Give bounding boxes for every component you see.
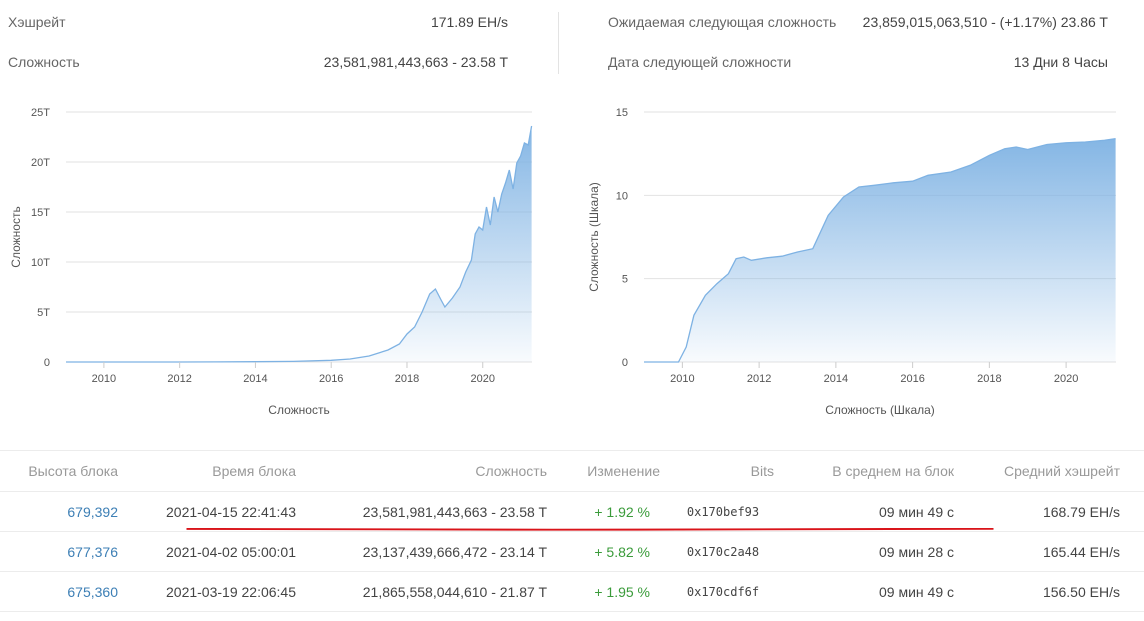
x-tick-label: 2018 bbox=[395, 373, 419, 385]
x-tick-label: 2010 bbox=[92, 373, 116, 385]
x-tick-label: 2020 bbox=[1054, 373, 1078, 385]
expected-difficulty-label: Ожидаемая следующая сложность bbox=[608, 14, 837, 30]
cell-block-time: 2021-04-15 22:41:43 bbox=[130, 491, 300, 532]
col-header-avg-block[interactable]: В среднем на блок bbox=[778, 450, 958, 492]
x-tick-label: 2014 bbox=[824, 373, 848, 385]
col-header-block-height[interactable]: Высота блока bbox=[0, 450, 130, 492]
y-tick-label: 5 bbox=[622, 274, 628, 286]
cell-difficulty: 23,581,981,443,663 - 23.58 T bbox=[300, 491, 555, 532]
x-tick-label: 2012 bbox=[747, 373, 771, 385]
y-tick-label: 20T bbox=[31, 157, 50, 169]
hashrate-value: 171.89 EH/s bbox=[430, 14, 508, 30]
x-tick-label: 2018 bbox=[977, 373, 1001, 385]
cell-block-time: 2021-03-19 22:06:45 bbox=[130, 571, 300, 612]
y-tick-label: 15 bbox=[616, 107, 628, 119]
y-tick-label: 5T bbox=[37, 307, 50, 319]
difficulty-scale-chart: 0 5 10 15 2010 2012 2014 2016 2018 2020 Сложность … bbox=[587, 107, 1116, 417]
y-tick-label: 10T bbox=[31, 257, 50, 269]
cell-avg-block-time: 09 мин 49 с bbox=[778, 571, 958, 612]
cell-bits: 0x170cdf6f bbox=[668, 571, 778, 612]
difficulty-table: Высота блока Время блока Сложность Измен… bbox=[0, 450, 1144, 612]
block-height-link[interactable]: 677,376 bbox=[0, 531, 130, 572]
x-axis-title: Сложность (Шкала) bbox=[825, 403, 935, 417]
col-header-bits[interactable]: Bits bbox=[668, 450, 778, 492]
difficulty-value: 23,581,981,443,663 - 23.58 T bbox=[323, 54, 508, 70]
series-line bbox=[66, 125, 533, 363]
table-header-row: Высота блока Время блока Сложность Измен… bbox=[0, 450, 1144, 492]
x-tick-label: 2020 bbox=[471, 373, 495, 385]
series-line bbox=[644, 138, 1116, 363]
cell-difficulty: 23,137,439,666,472 - 23.14 T bbox=[300, 531, 555, 572]
red-underline-annotation bbox=[186, 528, 994, 531]
series-area bbox=[644, 138, 1116, 362]
table-row: 675,360 2021-03-19 22:06:45 21,865,558,044… bbox=[0, 571, 1144, 612]
table-row: 677,376 2021-04-02 05:00:01 23,137,439,666… bbox=[0, 531, 1144, 572]
stats-divider bbox=[558, 12, 559, 74]
cell-block-time: 2021-04-02 05:00:01 bbox=[130, 531, 300, 572]
cell-avg-hashrate: 156.50 EH/s bbox=[958, 571, 1144, 612]
expected-difficulty-value: 23,859,015,063,510 - (+1.17%) 23.86 T bbox=[862, 14, 1108, 30]
cell-change: + 1.92 % bbox=[555, 491, 668, 532]
x-tick-label: 2010 bbox=[670, 373, 694, 385]
x-tick-label: 2014 bbox=[243, 373, 267, 385]
difficulty-label: Сложность bbox=[8, 54, 80, 70]
cell-avg-hashrate: 165.44 EH/s bbox=[958, 531, 1144, 572]
cell-change: + 1.95 % bbox=[555, 571, 668, 612]
col-header-avg-hashrate[interactable]: Средний хэшрейт bbox=[958, 450, 1144, 492]
next-difficulty-date-label: Дата следующей сложности bbox=[608, 54, 792, 70]
y-axis-title: Сложность (Шкала) bbox=[587, 182, 601, 292]
block-height-link[interactable]: 675,360 bbox=[0, 571, 130, 612]
cell-bits: 0x170bef93 bbox=[668, 491, 778, 532]
cell-difficulty: 21,865,558,044,610 - 21.87 T bbox=[300, 571, 555, 612]
x-axis-title: Сложность bbox=[268, 403, 329, 417]
cell-avg-block-time: 09 мин 49 с bbox=[778, 491, 958, 532]
y-axis-title: Сложность bbox=[9, 206, 23, 267]
block-height-link[interactable]: 679,392 bbox=[0, 491, 130, 532]
y-tick-label: 0 bbox=[44, 357, 50, 369]
next-difficulty-date-value: 13 Дни 8 Часы bbox=[1013, 54, 1108, 70]
y-tick-label: 0 bbox=[622, 357, 628, 369]
series-area bbox=[66, 126, 532, 362]
table-row: 679,392 2021-04-15 22:41:43 23,581,981,443… bbox=[0, 491, 1144, 532]
hashrate-label: Хэшрейт bbox=[8, 14, 66, 30]
col-header-block-time[interactable]: Время блока bbox=[130, 450, 300, 492]
x-tick-label: 2012 bbox=[167, 373, 191, 385]
cell-avg-block-time: 09 мин 28 с bbox=[778, 531, 958, 572]
x-tick-label: 2016 bbox=[900, 373, 924, 385]
col-header-change[interactable]: Изменение bbox=[555, 450, 668, 492]
difficulty-chart: 0 5T 10T 15T 20T 25T 2010 2012 2014 2016 2018 2020 С… bbox=[9, 107, 533, 417]
cell-bits: 0x170c2a48 bbox=[668, 531, 778, 572]
x-tick-label: 2016 bbox=[319, 373, 343, 385]
y-tick-label: 10 bbox=[616, 190, 628, 202]
y-tick-label: 25T bbox=[31, 107, 50, 119]
y-tick-label: 15T bbox=[31, 207, 50, 219]
cell-avg-hashrate: 168.79 EH/s bbox=[958, 491, 1144, 532]
col-header-difficulty[interactable]: Сложность bbox=[300, 450, 555, 492]
cell-change: + 5.82 % bbox=[555, 531, 668, 572]
